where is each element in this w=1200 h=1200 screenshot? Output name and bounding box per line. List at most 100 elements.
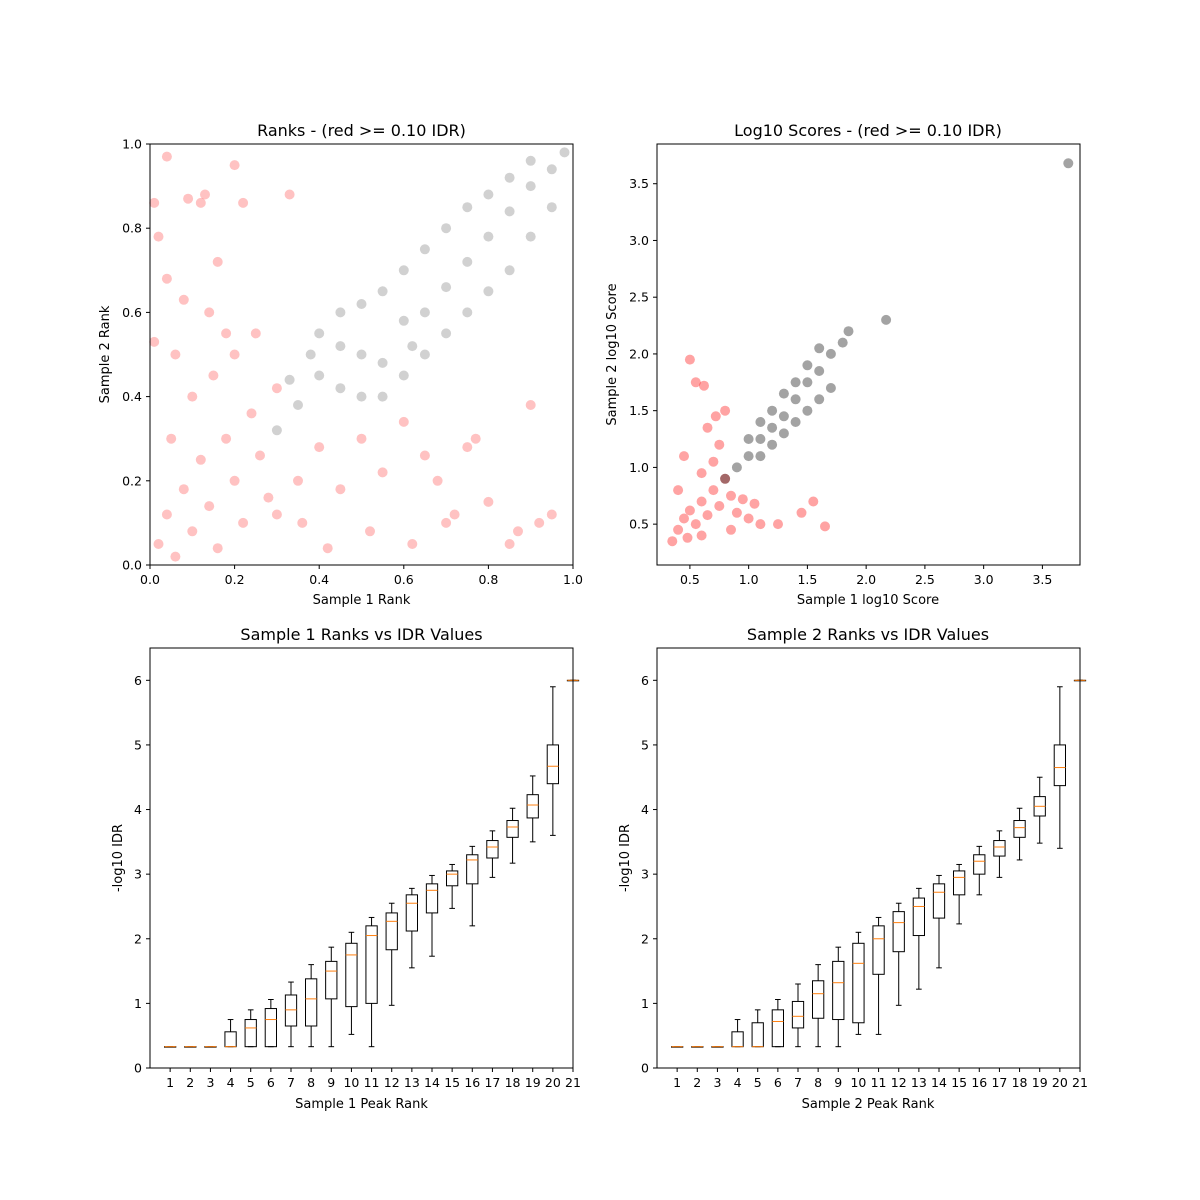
- box-iqr: [425, 883, 439, 914]
- sample1-box-panel: Sample 1 Ranks vs IDR Values Sample 1 Pe…: [111, 625, 581, 1112]
- red-point: [322, 543, 333, 554]
- red-point: [161, 509, 172, 520]
- red-point: [149, 197, 160, 208]
- black-point: [767, 439, 778, 450]
- black-point: [778, 388, 789, 399]
- black-point: [356, 299, 367, 309]
- box-iqr: [345, 942, 358, 1008]
- red-point: [679, 451, 689, 462]
- y-tick-label: 2.5: [629, 290, 649, 305]
- black-point: [546, 202, 557, 213]
- box-iqr: [1013, 820, 1026, 838]
- box-iqr: [365, 925, 378, 1004]
- ranks-axes-frame: [149, 143, 574, 566]
- y-tick-label: 3: [134, 867, 142, 882]
- black-point: [825, 383, 836, 393]
- black-point: [377, 357, 388, 368]
- box-iqr: [912, 897, 925, 937]
- red-point: [221, 433, 232, 444]
- red-point: [432, 475, 443, 486]
- red-point: [737, 494, 748, 505]
- box-11: [365, 916, 378, 1048]
- black-point: [778, 428, 789, 439]
- box-iqr: [812, 980, 825, 1019]
- black-point: [814, 366, 825, 376]
- red-point: [153, 231, 164, 242]
- red-point: [170, 551, 181, 562]
- box-20: [546, 686, 559, 836]
- x-tick-label: 18: [1012, 1075, 1028, 1090]
- box-iqr: [325, 960, 338, 1000]
- box-iqr: [264, 1008, 277, 1048]
- x-tick-label: 7: [794, 1075, 802, 1090]
- red-point: [726, 524, 736, 535]
- black-point: [462, 307, 473, 318]
- box-13: [912, 887, 925, 990]
- red-point: [204, 307, 215, 318]
- x-tick-label: 2: [186, 1075, 194, 1090]
- box-1: [671, 1046, 684, 1048]
- black-point: [314, 328, 325, 339]
- x-tick-label: 3.5: [1032, 572, 1052, 587]
- x-tick-label: 0.6: [394, 572, 414, 587]
- red-point: [170, 349, 181, 360]
- red-point: [178, 484, 189, 495]
- y-tick-label: 1: [641, 996, 649, 1011]
- box-5: [751, 1009, 764, 1048]
- ranks-marks: [149, 147, 570, 562]
- y-tick-label: 0: [641, 1061, 649, 1076]
- y-tick-label: 1.0: [629, 460, 649, 475]
- red-point: [183, 193, 194, 204]
- red-point: [229, 475, 240, 486]
- scores-title: Log10 Scores - (red >= 0.10 IDR): [734, 121, 1002, 140]
- box-iqr: [791, 1000, 805, 1029]
- red-point: [161, 151, 172, 162]
- red-point: [284, 189, 295, 200]
- red-point: [149, 336, 160, 347]
- box-15: [953, 863, 966, 925]
- sample1-box-title: Sample 1 Ranks vs IDR Values: [240, 625, 482, 644]
- red-point: [229, 349, 240, 360]
- box-iqr: [1053, 744, 1066, 787]
- x-tick-label: 10: [343, 1075, 359, 1090]
- red-point: [726, 490, 736, 501]
- red-point: [796, 507, 807, 518]
- y-tick-label: 0.0: [122, 558, 142, 573]
- black-point: [441, 282, 452, 293]
- black-point: [419, 349, 430, 360]
- black-point: [462, 256, 473, 267]
- x-tick-label: 17: [991, 1075, 1007, 1090]
- black-point: [398, 370, 409, 381]
- box-4: [224, 1019, 237, 1048]
- y-tick-label: 2: [134, 931, 142, 946]
- black-point: [525, 155, 536, 166]
- black-point: [814, 394, 825, 405]
- red-point: [398, 416, 409, 427]
- x-tick-label: 0.2: [225, 572, 245, 587]
- y-tick-label: 0.8: [122, 221, 142, 236]
- red-point: [204, 501, 215, 512]
- sample2-box-axes-frame: [656, 647, 1081, 1069]
- x-tick-label: 3.0: [974, 572, 994, 587]
- red-point: [271, 509, 282, 520]
- box-iqr: [546, 744, 559, 785]
- x-tick-label: 18: [505, 1075, 521, 1090]
- x-tick-label: 0.5: [680, 572, 700, 587]
- black-point: [755, 451, 766, 462]
- black-point: [441, 328, 452, 339]
- sample2-box-title: Sample 2 Ranks vs IDR Values: [747, 625, 989, 644]
- red-point: [238, 197, 249, 208]
- black-point: [755, 417, 766, 427]
- red-point: [271, 383, 282, 394]
- red-point: [808, 496, 819, 507]
- x-tick-label: 12: [891, 1075, 907, 1090]
- sample2-box-marks: [671, 679, 1087, 1048]
- box-iqr: [872, 925, 885, 975]
- box-18: [1013, 807, 1026, 861]
- x-tick-label: 1.0: [563, 572, 583, 587]
- box-iqr: [446, 870, 459, 887]
- red-point: [708, 485, 719, 496]
- x-tick-label: 14: [424, 1075, 440, 1090]
- box-10: [852, 931, 865, 1035]
